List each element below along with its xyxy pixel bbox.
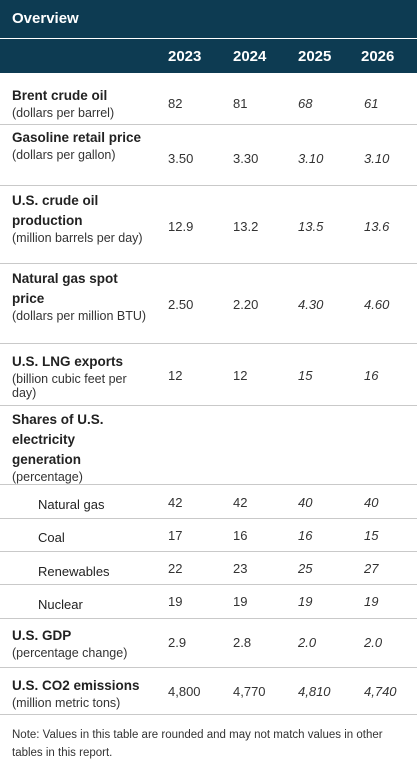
cell-co2-2026: 4,740 (364, 684, 397, 699)
cell-gasoline-2025: 3.10 (298, 151, 324, 166)
row-divider (0, 667, 417, 668)
year-header-bar (0, 39, 417, 73)
row-label-electricity-shares: Shares of U.S. electricity generation (p… (12, 410, 147, 484)
cell-share-nuclear-2026: 19 (364, 594, 379, 609)
row-unit: (billion cubic feet per day) (12, 372, 127, 400)
cell-brent-2026: 61 (364, 96, 379, 111)
cell-share-coal-2024: 16 (233, 528, 248, 543)
cell-lng-2026: 16 (364, 368, 379, 383)
year-header-2024: 2024 (233, 48, 267, 65)
row-title: U.S. LNG exports (12, 354, 124, 369)
cell-share-natural-gas-2023: 42 (168, 495, 183, 510)
row-label-brent: Brent crude oil (dollars per barrel) (12, 86, 147, 120)
row-label-lng: U.S. LNG exports (billion cubic feet per… (12, 352, 147, 400)
row-unit: (dollars per barrel) (12, 106, 115, 120)
cell-gasoline-2024: 3.30 (233, 151, 259, 166)
cell-share-natural-gas-2025: 40 (298, 495, 313, 510)
row-unit: (percentage) (12, 470, 83, 484)
cell-share-coal-2025: 16 (298, 528, 313, 543)
row-divider (0, 185, 417, 186)
cell-crude-production-2024: 13.2 (233, 219, 259, 234)
cell-share-coal-2026: 15 (364, 528, 379, 543)
table-note: Note: Values in this table are rounded a… (12, 729, 383, 759)
row-divider (0, 343, 417, 344)
cell-share-coal-2023: 17 (168, 528, 183, 543)
row-title: U.S. crude oil production (12, 193, 99, 228)
row-divider (0, 551, 417, 552)
row-label-share-natural-gas: Natural gas (38, 497, 105, 512)
cell-share-renewables-2024: 23 (233, 561, 248, 576)
cell-co2-2024: 4,770 (233, 684, 266, 699)
row-title: U.S. CO2 emissions (12, 678, 140, 693)
cell-share-renewables-2026: 27 (364, 561, 379, 576)
cell-share-natural-gas-2024: 42 (233, 495, 248, 510)
cell-crude-production-2023: 12.9 (168, 219, 194, 234)
cell-gdp-2025: 2.0 (298, 635, 317, 650)
cell-lng-2025: 15 (298, 368, 313, 383)
row-label-co2: U.S. CO2 emissions (million metric tons) (12, 676, 162, 710)
cell-share-renewables-2025: 25 (298, 561, 313, 576)
cell-share-renewables-2023: 22 (168, 561, 183, 576)
row-unit: (million metric tons) (12, 696, 121, 710)
row-title: Natural gas spot price (12, 271, 118, 306)
cell-gasoline-2026: 3.10 (364, 151, 390, 166)
row-divider (0, 263, 417, 264)
cell-natgas-price-2025: 4.30 (298, 297, 324, 312)
cell-lng-2023: 12 (168, 368, 183, 383)
row-title: Shares of U.S. electricity generation (12, 412, 104, 467)
row-label-gasoline: Gasoline retail price (dollars per gallo… (12, 128, 147, 162)
year-header-2026: 2026 (361, 48, 395, 65)
row-divider (0, 584, 417, 585)
row-divider (0, 714, 417, 715)
cell-brent-2025: 68 (298, 96, 313, 111)
row-unit: (million barrels per day) (12, 231, 143, 245)
cell-co2-2023: 4,800 (168, 684, 201, 699)
cell-natgas-price-2024: 2.20 (233, 297, 259, 312)
row-label-share-renewables: Renewables (38, 564, 110, 579)
cell-share-nuclear-2024: 19 (233, 594, 248, 609)
year-header-2025: 2025 (298, 48, 332, 65)
cell-share-nuclear-2023: 19 (168, 594, 183, 609)
table-title: Overview (12, 10, 79, 27)
cell-gasoline-2023: 3.50 (168, 151, 194, 166)
row-unit: (dollars per gallon) (12, 148, 116, 162)
row-title: U.S. GDP (12, 628, 72, 643)
row-label-share-coal: Coal (38, 530, 65, 545)
row-label-natgas-price: Natural gas spot price (dollars per mill… (12, 269, 147, 323)
row-label-crude-production: U.S. crude oil production (million barre… (12, 191, 147, 245)
cell-crude-production-2025: 13.5 (298, 219, 324, 234)
cell-brent-2024: 81 (233, 96, 248, 111)
cell-crude-production-2026: 13.6 (364, 219, 390, 234)
row-unit: (percentage change) (12, 646, 128, 660)
row-unit: (dollars per million BTU) (12, 309, 147, 323)
cell-share-nuclear-2025: 19 (298, 594, 313, 609)
cell-brent-2023: 82 (168, 96, 183, 111)
row-title: Brent crude oil (12, 88, 108, 103)
row-divider (0, 124, 417, 125)
cell-share-natural-gas-2026: 40 (364, 495, 379, 510)
cell-gdp-2023: 2.9 (168, 635, 187, 650)
row-divider (0, 484, 417, 485)
cell-natgas-price-2026: 4.60 (364, 297, 390, 312)
table-title-bar: Overview (0, 0, 417, 39)
row-label-gdp: U.S. GDP (percentage change) (12, 626, 147, 660)
cell-natgas-price-2023: 2.50 (168, 297, 194, 312)
cell-gdp-2026: 2.0 (364, 635, 383, 650)
cell-lng-2024: 12 (233, 368, 248, 383)
row-divider (0, 405, 417, 406)
cell-gdp-2024: 2.8 (233, 635, 252, 650)
year-header-2023: 2023 (168, 48, 202, 65)
row-divider (0, 618, 417, 619)
row-title: Gasoline retail price (12, 130, 142, 145)
row-label-share-nuclear: Nuclear (38, 597, 83, 612)
cell-co2-2025: 4,810 (298, 684, 331, 699)
row-divider (0, 518, 417, 519)
